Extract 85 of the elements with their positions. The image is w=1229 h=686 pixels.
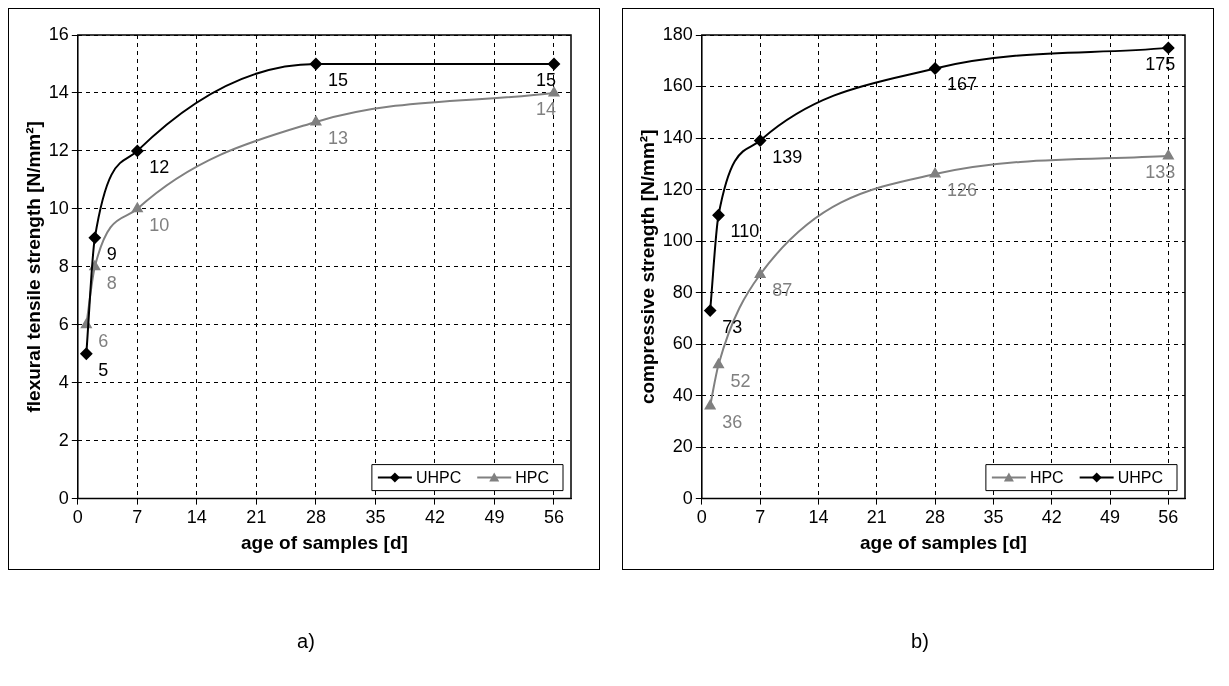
data-label: 8 bbox=[106, 272, 117, 293]
x-tick-label: 28 bbox=[305, 507, 326, 528]
point bbox=[547, 57, 560, 70]
x-tick-label: 56 bbox=[543, 507, 565, 528]
x-tick-label: 14 bbox=[186, 507, 207, 528]
y-tick-label: 20 bbox=[672, 436, 693, 457]
legend-label: UHPC bbox=[1117, 469, 1164, 487]
y-tick-label: 180 bbox=[662, 23, 693, 44]
y-tick-label: 8 bbox=[58, 255, 69, 276]
data-label: 87 bbox=[772, 280, 793, 301]
x-tick-label: 21 bbox=[866, 507, 887, 528]
data-label: 73 bbox=[722, 316, 743, 337]
point bbox=[704, 304, 717, 317]
point bbox=[754, 134, 767, 147]
x-tick-label: 49 bbox=[1100, 507, 1121, 528]
point bbox=[712, 209, 725, 222]
data-label: 175 bbox=[1145, 53, 1176, 74]
data-label: 15 bbox=[327, 69, 348, 90]
text: b) bbox=[910, 630, 930, 653]
x-tick-label: 49 bbox=[484, 507, 505, 528]
y-tick-label: 2 bbox=[58, 429, 69, 450]
data-label: 133 bbox=[1145, 162, 1176, 183]
point bbox=[131, 144, 144, 157]
data-label: 9 bbox=[106, 243, 117, 264]
data-label: 126 bbox=[947, 180, 978, 201]
y-tick-label: 6 bbox=[58, 313, 69, 334]
legend-label: UHPC bbox=[415, 469, 462, 487]
x-tick-label: 28 bbox=[925, 507, 946, 528]
x-tick-label: 35 bbox=[365, 507, 386, 528]
point bbox=[929, 168, 941, 178]
point bbox=[548, 86, 560, 97]
x-tick-label: 7 bbox=[755, 507, 766, 528]
point bbox=[704, 399, 716, 410]
data-label: 36 bbox=[722, 411, 743, 432]
x-tick-label: 0 bbox=[72, 507, 83, 528]
point bbox=[1162, 41, 1175, 54]
text: a) bbox=[296, 630, 316, 653]
y-tick-label: 14 bbox=[48, 81, 69, 102]
y-tick-label: 140 bbox=[662, 126, 693, 147]
legend-label: HPC bbox=[515, 469, 549, 487]
point bbox=[754, 268, 766, 279]
x-tick-label: 42 bbox=[424, 507, 445, 528]
x-tick-label: 56 bbox=[1158, 507, 1179, 528]
point bbox=[88, 231, 101, 244]
y-tick-label: 120 bbox=[662, 178, 693, 199]
y-tick-label: 4 bbox=[58, 371, 69, 392]
point bbox=[310, 115, 322, 126]
legend-label: HPC bbox=[1029, 469, 1064, 487]
x-tick-label: 7 bbox=[132, 507, 143, 528]
point bbox=[1163, 150, 1174, 160]
y-tick-label: 100 bbox=[662, 230, 693, 251]
y-tick-label: 0 bbox=[682, 487, 693, 508]
point bbox=[929, 62, 942, 75]
data-label: 139 bbox=[772, 146, 803, 167]
point bbox=[132, 202, 143, 213]
y-tick-label: 80 bbox=[672, 281, 693, 302]
data-label: 12 bbox=[149, 156, 170, 177]
point bbox=[80, 347, 93, 360]
data-label: 167 bbox=[947, 74, 978, 95]
y-tick-label: 16 bbox=[48, 23, 69, 44]
data-label: 15 bbox=[535, 69, 557, 90]
x-axis-title: age of samples [d] bbox=[241, 531, 408, 553]
y-tick-label: 160 bbox=[662, 75, 693, 96]
y-axis-title: flexural tensile strength [N/mm²] bbox=[22, 121, 44, 413]
data-label: 10 bbox=[149, 214, 170, 235]
point bbox=[309, 57, 322, 70]
x-tick-label: 0 bbox=[696, 507, 707, 528]
x-tick-label: 35 bbox=[983, 507, 1004, 528]
x-tick-label: 42 bbox=[1041, 507, 1062, 528]
x-tick-label: 14 bbox=[808, 507, 829, 528]
y-tick-label: 60 bbox=[672, 333, 693, 354]
data-label: 14 bbox=[535, 98, 557, 119]
y-tick-label: 40 bbox=[672, 384, 693, 405]
data-label: 110 bbox=[730, 221, 760, 242]
x-tick-label: 21 bbox=[246, 507, 267, 528]
data-label: 6 bbox=[98, 330, 109, 351]
point bbox=[713, 358, 724, 369]
y-tick-label: 10 bbox=[48, 197, 69, 218]
data-label: 5 bbox=[98, 359, 109, 380]
x-axis-title: age of samples [d] bbox=[860, 531, 1027, 553]
y-tick-label: 0 bbox=[58, 487, 69, 508]
y-axis-title: compressive strength [N/mm²] bbox=[636, 129, 658, 405]
data-label: 52 bbox=[730, 370, 751, 391]
y-tick-label: 12 bbox=[48, 139, 69, 160]
data-label: 13 bbox=[327, 127, 348, 148]
